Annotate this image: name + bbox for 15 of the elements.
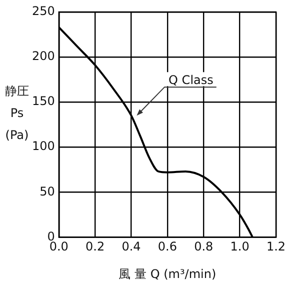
x-tick-label: 0.8 bbox=[194, 240, 214, 254]
y-tick-label: 100 bbox=[32, 139, 55, 154]
x-tick-label: 1.2 bbox=[266, 240, 286, 254]
x-tick-label: 0.0 bbox=[49, 240, 68, 254]
x-axis-title: 風 量 Q (m³/min) bbox=[118, 266, 216, 281]
y-tick-label: 150 bbox=[32, 94, 55, 108]
x-tick-label: 0.6 bbox=[158, 240, 177, 254]
y-tick-label: 200 bbox=[32, 49, 55, 64]
y-axis-title: 静圧 Ps (Pa) bbox=[4, 83, 30, 144]
annotation: Q Class bbox=[168, 73, 214, 88]
x-tick-label: 0.2 bbox=[86, 240, 105, 254]
y-tick-label: 50 bbox=[40, 184, 55, 198]
x-tick-label: 0.4 bbox=[122, 240, 141, 254]
x-tick-label: 1.0 bbox=[230, 240, 250, 254]
y-tick-label: 250 bbox=[32, 4, 55, 18]
